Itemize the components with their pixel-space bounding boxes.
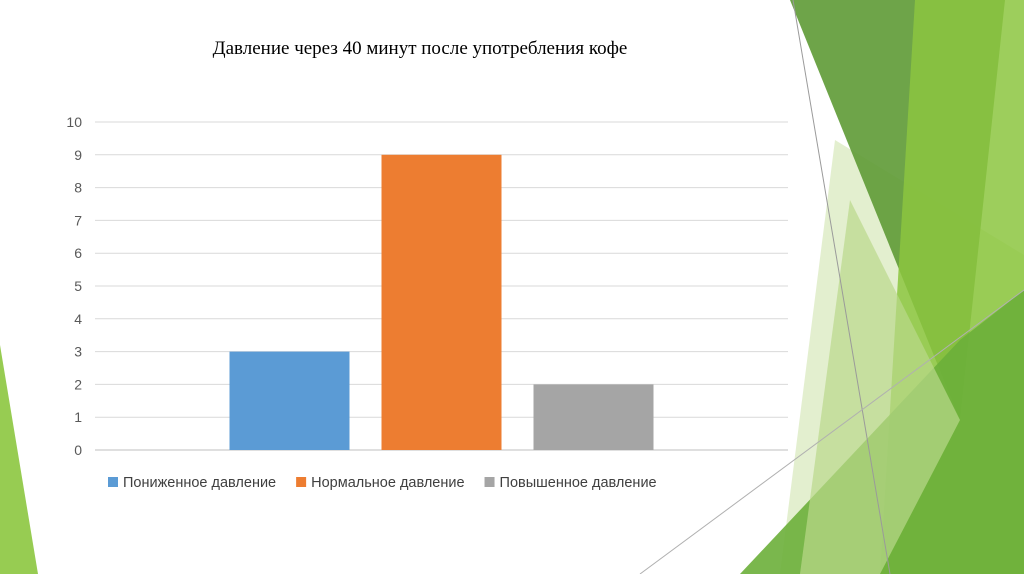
legend: Пониженное давление Нормальное давление По… <box>108 475 657 491</box>
legend-label: Повышенное давление <box>500 475 657 491</box>
y-tick-label: 2 <box>74 376 82 392</box>
legend-swatch <box>484 477 495 487</box>
y-tick-label: 8 <box>74 180 82 196</box>
bar-3 <box>533 384 654 450</box>
y-axis-ticks: 0 1 2 3 4 5 6 7 8 9 10 <box>66 114 82 458</box>
bars <box>229 154 654 451</box>
legend-swatch <box>296 477 307 487</box>
legend-swatch <box>108 477 118 487</box>
y-tick-label: 4 <box>74 311 82 327</box>
chart-title: Давление через 40 минут после употреблен… <box>213 38 628 59</box>
y-tick-label: 1 <box>74 409 82 425</box>
bar-1 <box>229 351 350 450</box>
legend-label: Нормальное давление <box>311 475 464 491</box>
y-tick-label: 3 <box>74 344 82 360</box>
y-tick-label: 5 <box>74 278 82 294</box>
y-tick-label: 9 <box>74 147 82 163</box>
left-green-sliver <box>0 345 38 574</box>
right-pale-green-shape <box>800 200 960 574</box>
bar-2 <box>381 154 502 451</box>
y-tick-label: 10 <box>66 114 82 130</box>
chart: Давление через 40 минут после употреблен… <box>66 38 788 491</box>
decor-line-1 <box>792 0 891 574</box>
legend-label: Пониженное давление <box>123 475 276 491</box>
y-tick-label: 7 <box>74 212 82 228</box>
decor-line-2 <box>639 289 1024 574</box>
y-tick-label: 6 <box>74 245 82 261</box>
y-tick-label: 0 <box>74 442 82 458</box>
